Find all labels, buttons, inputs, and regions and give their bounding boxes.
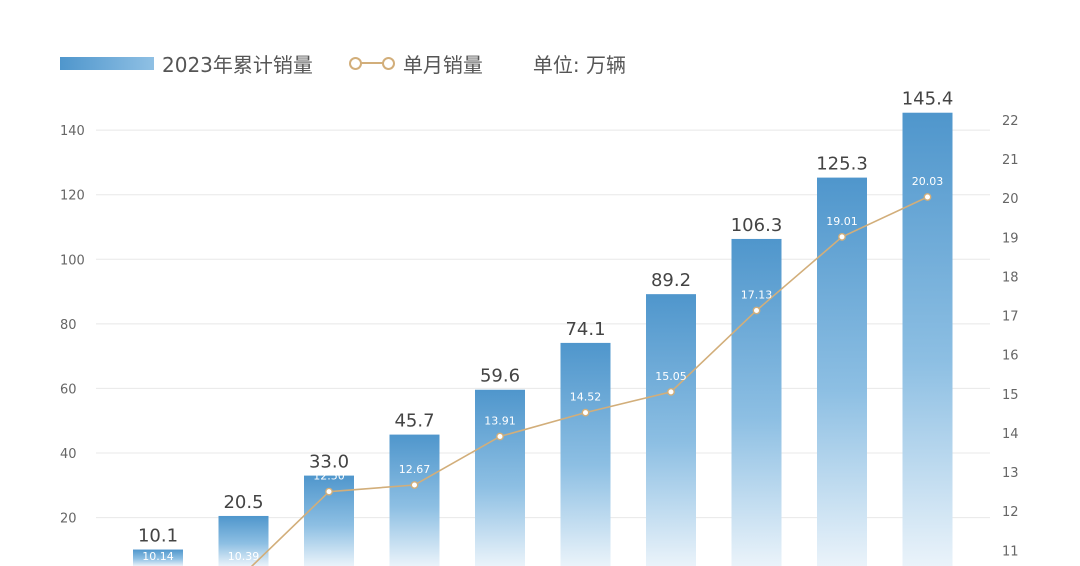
bar [133, 549, 183, 566]
bar-value-label: 125.3 [816, 154, 868, 175]
chart-legend: 2023年累计销量 单月销量 单位: 万辆 [60, 46, 626, 80]
line-point [667, 387, 675, 396]
y-right-tick-label: 21 [1002, 153, 1019, 168]
line-point [752, 306, 761, 315]
y-right-tick-label: 18 [1002, 270, 1019, 285]
monthly-sales-line [250, 196, 928, 566]
line-value-label: 10.14 [142, 550, 174, 563]
bar-value-label: 59.6 [480, 366, 520, 387]
legend-bar-swatch [60, 56, 154, 70]
bar [817, 177, 867, 566]
line-point [410, 481, 419, 489]
y-right-tick-label: 19 [1002, 231, 1019, 246]
line-value-label: 17.13 [741, 288, 773, 301]
y-right-tick-label: 13 [1002, 466, 1019, 481]
line-point [838, 233, 846, 241]
line-value-label: 13.91 [484, 414, 516, 427]
bar-value-label: 33.0 [309, 452, 349, 473]
bar-value-label: 145.4 [902, 89, 954, 110]
bar [560, 342, 611, 566]
bar-value-label: 106.3 [731, 215, 783, 236]
line-value-label: 20.03 [912, 175, 944, 188]
y-left-tick-label: 120 [60, 189, 85, 204]
y-right-tick-label: 14 [1002, 427, 1019, 442]
y-left-tick-label: 100 [60, 253, 85, 268]
y-left-tick-label: 140 [60, 124, 85, 139]
bar-value-label: 74.1 [565, 319, 605, 340]
line-value-label: 15.05 [655, 370, 687, 383]
line-value-label: 10.39 [228, 550, 260, 563]
y-left-tick-label: 60 [60, 382, 77, 397]
line-point [581, 408, 590, 417]
y-right-tick-label: 17 [1002, 310, 1019, 325]
legend-line-label: 单月销量 [402, 52, 483, 77]
y-right-tick-label: 22 [1002, 114, 1019, 129]
y-right-tick-label: 12 [1002, 505, 1019, 520]
line-point [325, 487, 333, 496]
bar-value-label: 45.7 [394, 411, 434, 432]
y-right-tick-label: 16 [1002, 349, 1019, 364]
line-value-label: 19.01 [826, 215, 858, 228]
line-value-label: 14.52 [570, 391, 602, 404]
line-point [923, 193, 932, 201]
line-value-label: 12.50 [313, 470, 345, 483]
legend-bar-label: 2023年累计销量 [162, 52, 313, 77]
bar [902, 112, 953, 566]
bar-value-label: 10.1 [138, 526, 178, 547]
legend-line-swatch [348, 56, 395, 70]
bar [475, 389, 525, 566]
y-right-tick-label: 20 [1002, 192, 1019, 207]
bar [646, 294, 696, 566]
bar [389, 434, 440, 566]
line-value-label: 12.67 [399, 463, 431, 476]
y-right-tick-label: 15 [1002, 388, 1019, 403]
y-left-tick-label: 80 [60, 318, 77, 333]
y-right-tick-label: 11 [1002, 544, 1019, 559]
bar [731, 238, 782, 566]
legend-unit: 单位: 万辆 [532, 52, 627, 77]
bar-value-label: 20.5 [223, 492, 263, 513]
bar-value-label: 89.2 [651, 270, 691, 291]
y-left-tick-label: 40 [60, 447, 77, 462]
y-left-tick-label: 20 [60, 512, 77, 527]
line-point [496, 432, 504, 441]
